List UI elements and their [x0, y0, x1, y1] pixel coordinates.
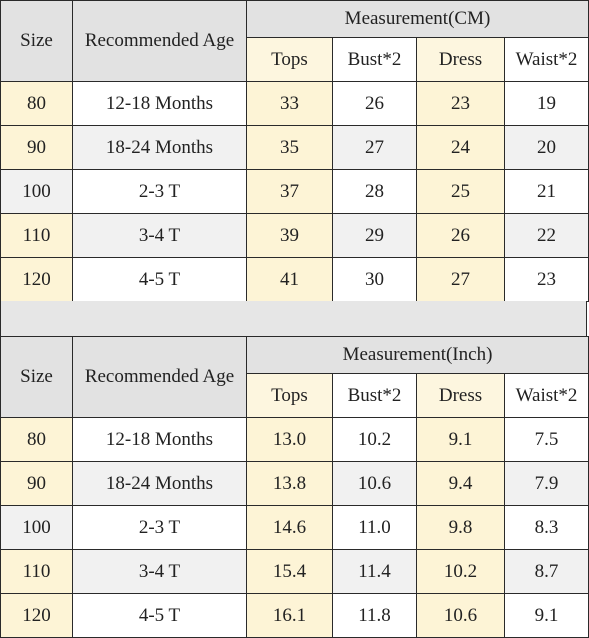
column-header-bust: Bust*2 — [332, 37, 417, 82]
bust-cell: 11.4 — [332, 549, 417, 594]
age-cell: 12-18 Months — [72, 81, 247, 126]
table-row: 80 12-18 Months 13.0 10.2 9.1 7.5 — [0, 417, 589, 462]
tops-cell: 14.6 — [246, 505, 333, 550]
dress-cell: 24 — [416, 125, 505, 170]
table-row: 100 2-3 T 14.6 11.0 9.8 8.3 — [0, 505, 589, 550]
bust-cell: 29 — [332, 213, 417, 258]
dress-cell: 9.1 — [416, 417, 505, 462]
column-header-waist: Waist*2 — [504, 37, 589, 82]
size-cell: 110 — [0, 213, 73, 258]
waist-cell: 8.7 — [504, 549, 589, 594]
bust-cell: 10.2 — [332, 417, 417, 462]
tops-cell: 39 — [246, 213, 333, 258]
waist-cell: 21 — [504, 169, 589, 214]
waist-cell: 23 — [504, 257, 589, 302]
dress-cell: 9.4 — [416, 461, 505, 506]
waist-cell: 19 — [504, 81, 589, 126]
table-row: 110 3-4 T 39 29 26 22 — [0, 213, 589, 258]
tops-cell: 13.8 — [246, 461, 333, 506]
age-cell: 2-3 T — [72, 169, 247, 214]
size-table-inch: Size Recommended Age Measurement(Inch) T… — [0, 336, 589, 638]
bust-cell: 30 — [332, 257, 417, 302]
age-cell: 18-24 Months — [72, 125, 247, 170]
size-cell: 100 — [0, 169, 73, 214]
tops-cell: 16.1 — [246, 593, 333, 638]
table-row: 80 12-18 Months 33 26 23 19 — [0, 81, 589, 126]
tops-cell: 15.4 — [246, 549, 333, 594]
tops-cell: 33 — [246, 81, 333, 126]
table-row: 90 18-24 Months 35 27 24 20 — [0, 125, 589, 170]
tops-cell: 37 — [246, 169, 333, 214]
size-cell: 90 — [0, 461, 73, 506]
column-header-dress: Dress — [416, 37, 505, 82]
table-row: 100 2-3 T 37 28 25 21 — [0, 169, 589, 214]
dress-cell: 27 — [416, 257, 505, 302]
measurement-header: Measurement(CM) — [246, 0, 589, 38]
size-header: Size — [0, 0, 73, 82]
dress-cell: 23 — [416, 81, 505, 126]
waist-cell: 22 — [504, 213, 589, 258]
size-cell: 90 — [0, 125, 73, 170]
size-cell: 80 — [0, 417, 73, 462]
tops-cell: 35 — [246, 125, 333, 170]
column-header-dress: Dress — [416, 373, 505, 418]
size-cell: 120 — [0, 257, 73, 302]
bust-cell: 27 — [332, 125, 417, 170]
table-row: 110 3-4 T 15.4 11.4 10.2 8.7 — [0, 549, 589, 594]
dress-cell: 10.2 — [416, 549, 505, 594]
table-row: 120 4-5 T 16.1 11.8 10.6 9.1 — [0, 593, 589, 638]
age-header: Recommended Age — [72, 0, 247, 82]
bust-cell: 10.6 — [332, 461, 417, 506]
age-cell: 12-18 Months — [72, 417, 247, 462]
waist-cell: 9.1 — [504, 593, 589, 638]
age-cell: 3-4 T — [72, 549, 247, 594]
size-table-cm: Size Recommended Age Measurement(CM) Top… — [0, 0, 589, 302]
bust-cell: 11.0 — [332, 505, 417, 550]
tops-cell: 41 — [246, 257, 333, 302]
column-header-tops: Tops — [246, 373, 333, 418]
table-row: 120 4-5 T 41 30 27 23 — [0, 257, 589, 302]
bust-cell: 26 — [332, 81, 417, 126]
measurement-header: Measurement(Inch) — [246, 336, 589, 374]
dress-cell: 9.8 — [416, 505, 505, 550]
size-cell: 100 — [0, 505, 73, 550]
tops-cell: 13.0 — [246, 417, 333, 462]
age-cell: 18-24 Months — [72, 461, 247, 506]
waist-cell: 8.3 — [504, 505, 589, 550]
size-cell: 110 — [0, 549, 73, 594]
bust-cell: 11.8 — [332, 593, 417, 638]
dress-cell: 26 — [416, 213, 505, 258]
table-separator — [0, 301, 587, 336]
dress-cell: 10.6 — [416, 593, 505, 638]
size-header: Size — [0, 336, 73, 418]
waist-cell: 20 — [504, 125, 589, 170]
age-header: Recommended Age — [72, 336, 247, 418]
waist-cell: 7.5 — [504, 417, 589, 462]
waist-cell: 7.9 — [504, 461, 589, 506]
age-cell: 2-3 T — [72, 505, 247, 550]
age-cell: 4-5 T — [72, 593, 247, 638]
column-header-bust: Bust*2 — [332, 373, 417, 418]
size-cell: 80 — [0, 81, 73, 126]
column-header-waist: Waist*2 — [504, 373, 589, 418]
dress-cell: 25 — [416, 169, 505, 214]
table-row: 90 18-24 Months 13.8 10.6 9.4 7.9 — [0, 461, 589, 506]
size-cell: 120 — [0, 593, 73, 638]
age-cell: 3-4 T — [72, 213, 247, 258]
age-cell: 4-5 T — [72, 257, 247, 302]
column-header-tops: Tops — [246, 37, 333, 82]
bust-cell: 28 — [332, 169, 417, 214]
